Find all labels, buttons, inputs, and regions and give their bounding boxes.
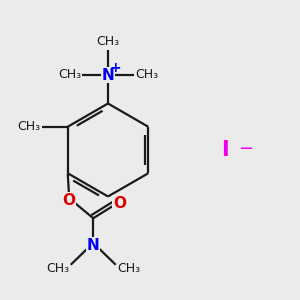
Text: +: + <box>110 61 121 75</box>
Text: −: − <box>238 140 253 158</box>
Text: CH₃: CH₃ <box>117 262 140 275</box>
Text: O: O <box>63 193 76 208</box>
Text: I: I <box>221 140 229 160</box>
Text: N: N <box>102 68 114 82</box>
Text: N: N <box>87 238 100 253</box>
Text: CH₃: CH₃ <box>96 35 120 48</box>
Text: CH₃: CH₃ <box>58 68 81 82</box>
Text: CH₃: CH₃ <box>135 68 158 82</box>
Text: CH₃: CH₃ <box>46 262 70 275</box>
Text: CH₃: CH₃ <box>18 120 41 133</box>
Text: O: O <box>113 196 126 211</box>
